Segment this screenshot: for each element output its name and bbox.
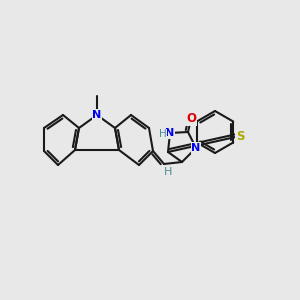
Text: N: N xyxy=(92,110,102,120)
Text: N: N xyxy=(191,143,201,153)
Text: H: H xyxy=(164,167,172,177)
Text: S: S xyxy=(236,130,244,142)
Text: N: N xyxy=(165,128,175,138)
Text: H: H xyxy=(159,129,167,139)
Text: O: O xyxy=(186,112,196,125)
